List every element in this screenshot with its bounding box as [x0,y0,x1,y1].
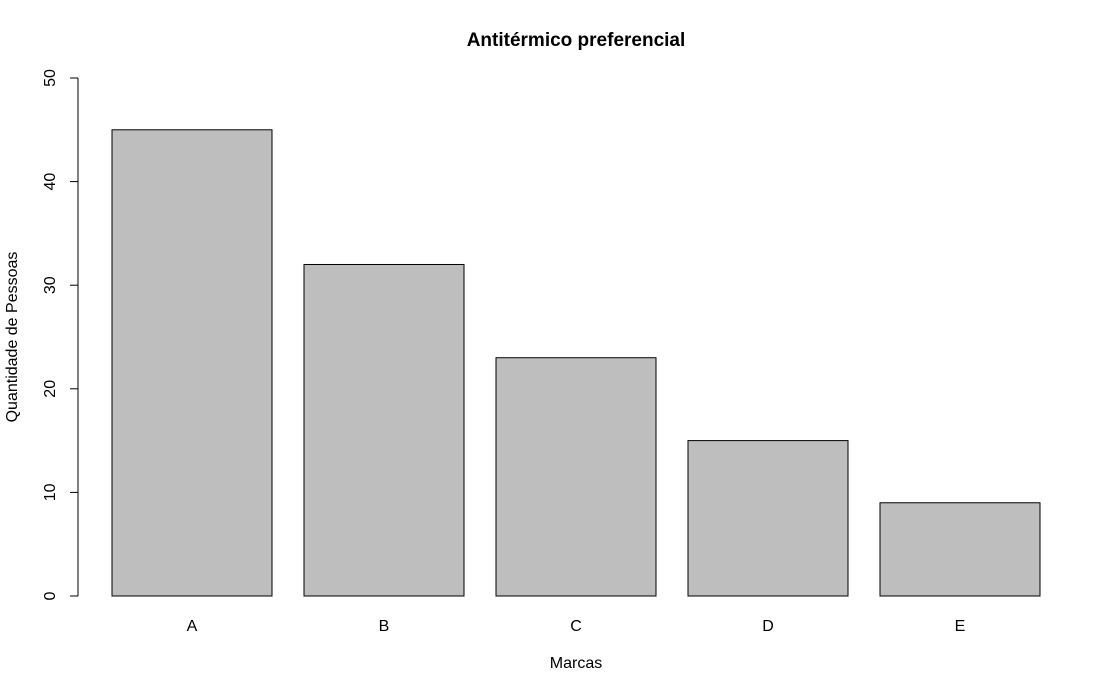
chart-title: Antitérmico preferencial [467,30,686,51]
y-tick-label: 0 [42,591,59,600]
bar-c [495,357,657,597]
bars [111,129,1041,597]
y-tick-label: 20 [42,380,59,398]
bar-b [303,263,465,597]
y-tick-label: 10 [42,483,59,501]
x-tick-label: B [379,618,390,635]
x-tick-label: D [762,618,774,635]
y-tick-label: 50 [42,69,59,87]
x-tick-labels: A B C D E [187,618,966,635]
x-tick-label: A [187,618,198,635]
x-axis-label: Marcas [550,655,602,672]
y-axis: 0 10 20 30 40 50 [42,69,79,600]
x-tick-label: E [955,618,966,635]
bar-d [687,440,849,597]
y-axis-label: Quantidade de Pessoas [4,252,21,423]
bar-e [879,502,1041,597]
y-tick-label: 40 [42,173,59,191]
x-tick-label: C [570,618,582,635]
bar-a [111,129,273,597]
y-tick-label: 30 [42,276,59,294]
